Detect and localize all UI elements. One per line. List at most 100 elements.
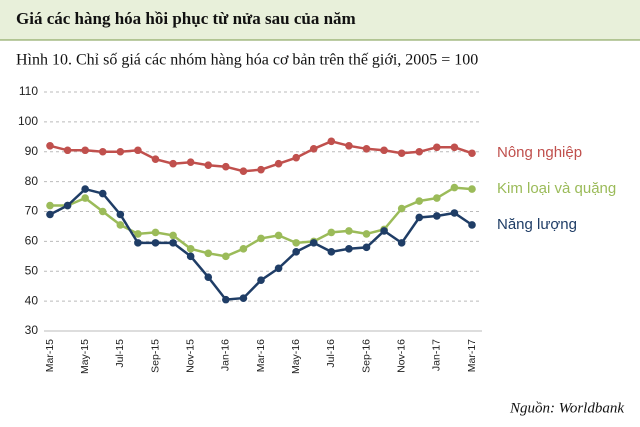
source: Nguồn: Worldbank <box>509 400 624 416</box>
y-tick-label: 70 <box>25 204 39 218</box>
point <box>345 245 353 253</box>
point <box>134 146 142 155</box>
point <box>397 204 406 213</box>
point <box>380 146 388 155</box>
point <box>345 141 353 150</box>
point <box>169 159 177 168</box>
point <box>116 221 125 229</box>
point <box>327 137 336 146</box>
point <box>327 248 336 256</box>
x-tick-label: Mar-16 <box>255 339 267 372</box>
legend-label: Kim loại và quặng <box>497 180 616 197</box>
point <box>362 243 371 252</box>
point <box>415 147 424 156</box>
point <box>257 165 265 174</box>
point <box>450 143 459 152</box>
point <box>292 239 300 247</box>
point <box>468 221 476 229</box>
x-tick-label: Sep-15 <box>149 339 161 373</box>
point <box>81 146 89 155</box>
x-tick-label: Mar-15 <box>44 339 56 372</box>
point <box>46 141 54 150</box>
point <box>257 234 265 243</box>
point <box>98 189 107 198</box>
point <box>222 162 230 171</box>
legend-label: Năng lượng <box>497 216 577 233</box>
x-tick-label: May-15 <box>79 339 91 374</box>
point <box>468 149 476 158</box>
x-tick-label: Sep-16 <box>360 339 372 373</box>
point <box>239 167 248 175</box>
point <box>98 147 107 156</box>
point <box>450 183 459 192</box>
point <box>81 194 89 202</box>
y-tick-label: 50 <box>25 263 39 277</box>
point <box>292 153 300 162</box>
chart-title: Hình 10. Chỉ số giá các nhóm hàng hóa cơ… <box>16 52 478 69</box>
point <box>274 231 283 240</box>
point <box>204 273 213 282</box>
point <box>433 143 441 152</box>
point <box>63 201 72 210</box>
point <box>134 239 142 247</box>
point <box>151 228 160 237</box>
point <box>169 231 177 240</box>
point <box>151 155 160 164</box>
x-tick-label: Jan-16 <box>220 339 232 371</box>
point <box>169 239 177 247</box>
x-tick-label: Nov-16 <box>395 339 407 373</box>
point <box>151 239 160 247</box>
point <box>204 161 213 169</box>
y-tick-label: 80 <box>25 174 39 188</box>
point <box>239 294 248 302</box>
point <box>239 245 248 253</box>
series-line <box>50 186 473 258</box>
page-title: Giá các hàng hóa hồi phục từ nửa sau của… <box>16 9 356 28</box>
point <box>63 146 72 155</box>
point <box>309 144 318 153</box>
point <box>46 210 54 219</box>
x-tick-label: Mar-17 <box>466 339 478 372</box>
point <box>362 230 371 238</box>
point <box>186 245 195 253</box>
point <box>450 209 459 217</box>
point <box>81 185 89 193</box>
point <box>274 264 283 273</box>
point <box>397 239 406 247</box>
point <box>415 197 424 205</box>
x-tick-label: May-16 <box>290 339 302 374</box>
y-tick-label: 100 <box>18 114 38 128</box>
point <box>309 239 318 247</box>
point <box>345 227 353 235</box>
y-tick-label: 60 <box>25 234 39 248</box>
x-tick-label: Nov-15 <box>184 339 196 373</box>
x-tick-label: Jul-15 <box>114 339 126 368</box>
x-tick-label: Jan-17 <box>431 339 443 371</box>
header-bar <box>0 0 640 40</box>
point <box>222 295 230 304</box>
x-tick-label: Jul-16 <box>325 339 337 368</box>
point <box>204 249 213 258</box>
point <box>46 201 54 210</box>
point <box>116 210 125 219</box>
point <box>222 252 230 261</box>
point <box>397 149 406 158</box>
y-tick-label: 110 <box>19 84 38 98</box>
point <box>380 227 388 235</box>
y-tick-label: 30 <box>25 323 39 337</box>
point <box>292 248 300 256</box>
point <box>433 212 441 220</box>
point <box>186 252 195 261</box>
point <box>433 194 441 202</box>
point <box>415 213 424 222</box>
legend-label: Nông nghiệp <box>497 144 582 161</box>
point <box>186 158 195 167</box>
point <box>116 147 125 156</box>
point <box>98 207 107 216</box>
y-tick-label: 90 <box>25 144 39 158</box>
point <box>134 230 142 238</box>
point <box>362 144 371 153</box>
point <box>257 276 265 285</box>
point <box>327 228 336 237</box>
